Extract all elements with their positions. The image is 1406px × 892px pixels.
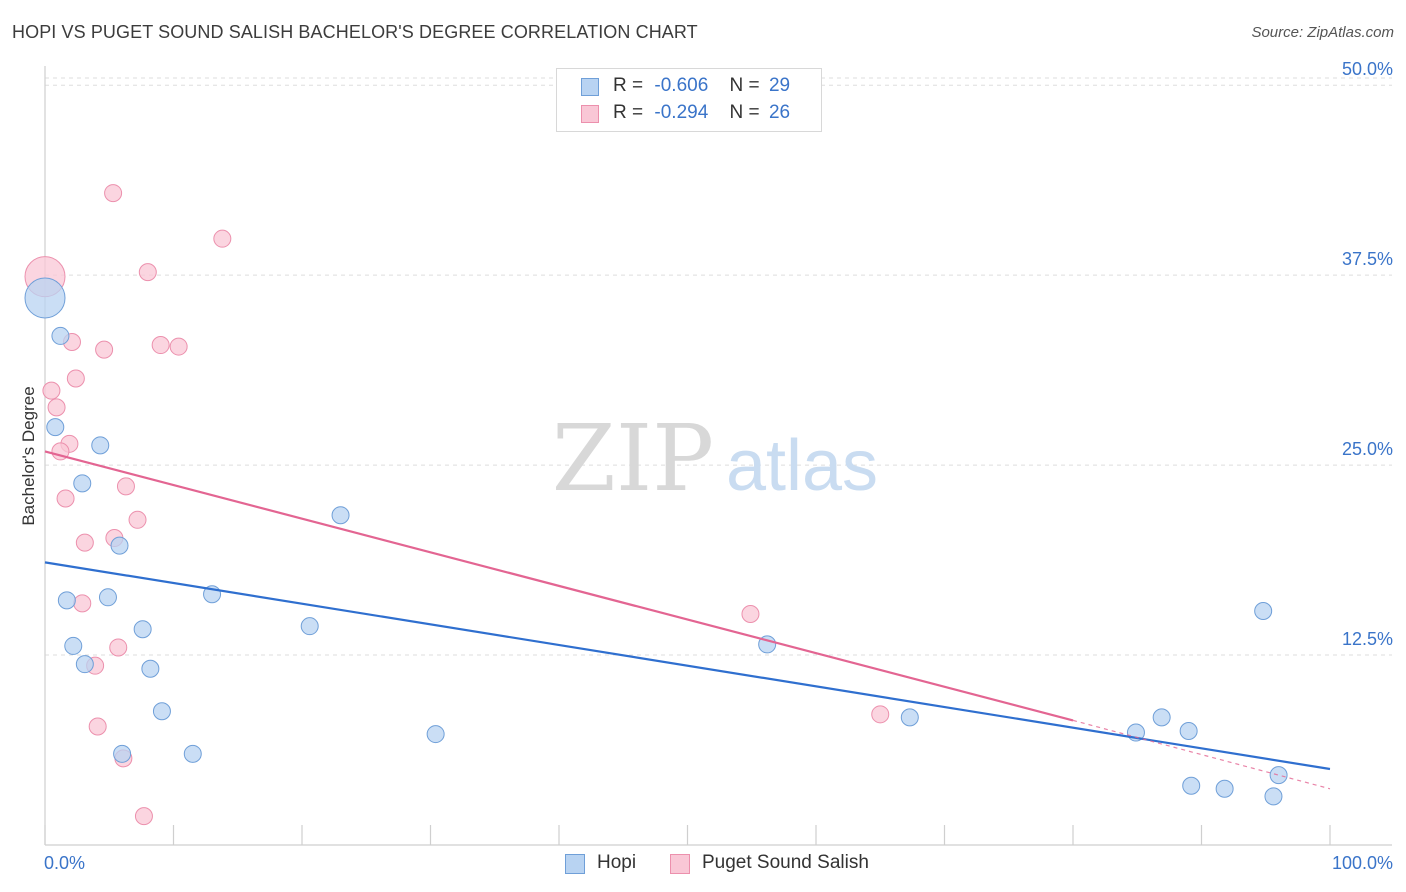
salish-point bbox=[109, 638, 128, 657]
y-tick-label: 37.5% bbox=[1342, 249, 1393, 269]
salish-point bbox=[169, 337, 188, 356]
axes bbox=[44, 66, 1392, 846]
hopi-point bbox=[300, 617, 319, 636]
hopi-point bbox=[1254, 601, 1273, 620]
hopi-point bbox=[1179, 722, 1198, 741]
n-label: N = bbox=[729, 75, 760, 96]
salish-trend-extension bbox=[1072, 719, 1331, 790]
hopi-point bbox=[91, 436, 110, 455]
hopi-legend-swatch bbox=[565, 854, 585, 874]
salish-point bbox=[741, 605, 760, 624]
r-value: -0.294 bbox=[654, 102, 709, 123]
n-value: 29 bbox=[768, 75, 791, 96]
salish-point bbox=[95, 340, 114, 359]
n-label: N = bbox=[729, 102, 760, 123]
salish-point bbox=[128, 510, 147, 529]
legend-label-puget-sound-salish: Puget Sound Salish bbox=[702, 852, 869, 873]
salish-point bbox=[66, 369, 85, 388]
source-credit: Source: ZipAtlas.com bbox=[1251, 24, 1394, 41]
r-label: R = bbox=[613, 75, 644, 96]
hopi-point bbox=[73, 474, 92, 493]
salish-point bbox=[871, 705, 890, 724]
hopi-point bbox=[57, 591, 76, 610]
y-tick-label: 25.0% bbox=[1342, 439, 1393, 459]
y-axis-label: Bachelor's Degree bbox=[19, 386, 38, 525]
salish-point bbox=[88, 717, 107, 736]
hopi-point bbox=[113, 744, 132, 763]
salish-point bbox=[138, 263, 157, 282]
salish-point bbox=[75, 533, 94, 552]
series-legend: Hopi Puget Sound Salish bbox=[0, 852, 1406, 878]
r-label: R = bbox=[613, 102, 644, 123]
salish-point bbox=[116, 477, 135, 496]
hopi-trend-line bbox=[44, 561, 1331, 771]
stats-legend: R = -0.606 N = 29 R = -0.294 N = 26 bbox=[556, 68, 822, 132]
salish-point bbox=[47, 398, 66, 417]
hopi-point bbox=[110, 536, 129, 555]
legend-label-hopi: Hopi bbox=[597, 852, 637, 873]
salish-point bbox=[42, 381, 61, 400]
trend-lines bbox=[44, 450, 1331, 790]
salish-point bbox=[104, 184, 123, 203]
hopi-point bbox=[75, 655, 94, 674]
hopi-point bbox=[183, 744, 202, 763]
salish-point bbox=[73, 594, 92, 613]
hopi-point bbox=[46, 418, 65, 437]
y-tick-label: 50.0% bbox=[1342, 59, 1393, 79]
chart-title: HOPI VS PUGET SOUND SALISH BACHELOR'S DE… bbox=[12, 22, 698, 42]
hopi-point bbox=[331, 506, 350, 525]
x-tick-label: 0.0% bbox=[44, 853, 85, 873]
salish-legend-swatch bbox=[670, 854, 690, 874]
r-value: -0.606 bbox=[654, 75, 709, 96]
hopi-point bbox=[141, 659, 160, 678]
data-points bbox=[24, 184, 1288, 826]
hopi-point bbox=[64, 636, 83, 655]
salish-point bbox=[151, 336, 170, 355]
hopi-swatch bbox=[581, 78, 599, 96]
x-tick-label: 100.0% bbox=[1332, 853, 1393, 873]
hopi-point bbox=[900, 708, 919, 727]
salish-trend-line bbox=[44, 450, 1074, 722]
grid-lines bbox=[45, 77, 1392, 656]
hopi-point bbox=[1152, 708, 1171, 727]
watermark: ZIP atlas bbox=[552, 405, 878, 512]
hopi-point bbox=[98, 588, 117, 607]
salish-point bbox=[56, 489, 75, 508]
hopi-point bbox=[1269, 766, 1288, 785]
hopi-point bbox=[1215, 779, 1234, 798]
watermark-atlas: atlas bbox=[726, 426, 878, 506]
watermark-zip: ZIP bbox=[552, 405, 714, 512]
hopi-point bbox=[51, 326, 70, 345]
hopi-point bbox=[1182, 776, 1201, 795]
hopi-point bbox=[133, 620, 152, 639]
hopi-point bbox=[24, 277, 66, 319]
hopi-point bbox=[1264, 787, 1283, 806]
tick-labels: 12.5% 25.0% 37.5% 50.0% 0.0% 100.0% bbox=[44, 59, 1393, 873]
n-value: 26 bbox=[768, 102, 791, 123]
salish-point bbox=[134, 807, 153, 826]
y-tick-label: 12.5% bbox=[1342, 629, 1393, 649]
hopi-point bbox=[152, 702, 171, 721]
salish-swatch bbox=[581, 105, 599, 123]
salish-point bbox=[213, 229, 232, 248]
hopi-point bbox=[426, 725, 445, 744]
